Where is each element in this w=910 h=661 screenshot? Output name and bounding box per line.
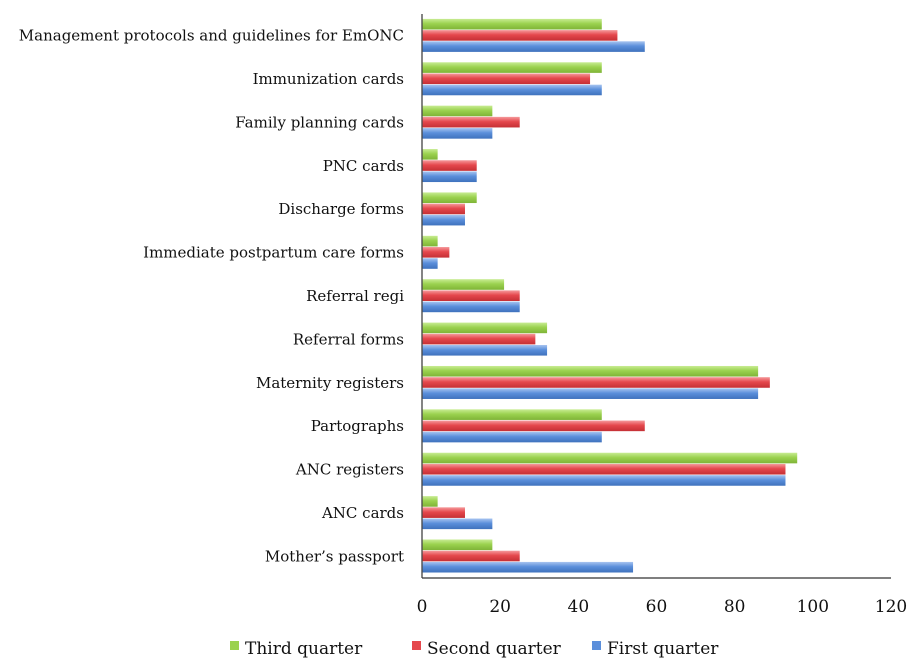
x-tick-label: 100 bbox=[797, 597, 829, 617]
category-label: Referral forms bbox=[293, 330, 404, 348]
bar-first-quarter bbox=[422, 301, 520, 313]
category-label: ANC registers bbox=[295, 461, 404, 479]
bar-third-quarter bbox=[422, 322, 548, 334]
bar-second-quarter bbox=[422, 30, 618, 41]
x-tick-label: 20 bbox=[489, 597, 511, 617]
category-label: Immediate postpartum care forms bbox=[143, 244, 404, 262]
bar-third-quarter bbox=[422, 235, 438, 247]
bar-second-quarter bbox=[422, 463, 786, 475]
category-label: Immunization cards bbox=[253, 70, 404, 88]
bar-third-quarter bbox=[422, 192, 477, 204]
bar-second-quarter bbox=[422, 247, 450, 258]
category-label: Family planning cards bbox=[235, 113, 404, 131]
bar-second-quarter bbox=[422, 507, 465, 518]
legend-label: Third quarter bbox=[245, 639, 363, 659]
category-label: Maternity registers bbox=[256, 374, 404, 392]
bar-second-quarter bbox=[422, 290, 520, 301]
bars-layer bbox=[422, 18, 798, 573]
bar-first-quarter bbox=[422, 561, 634, 573]
bar-third-quarter bbox=[422, 62, 602, 73]
x-tick-label: 120 bbox=[875, 597, 907, 617]
legend: Third quarter Second quarter First quarter bbox=[230, 639, 719, 659]
bar-third-quarter bbox=[422, 279, 505, 290]
bar-second-quarter bbox=[422, 550, 520, 562]
bar-second-quarter bbox=[422, 420, 645, 432]
bar-third-quarter bbox=[422, 496, 438, 507]
category-label: PNC cards bbox=[323, 157, 404, 175]
x-tick-label: 40 bbox=[568, 597, 590, 617]
bar-first-quarter bbox=[422, 41, 645, 52]
x-tick-label: 80 bbox=[724, 597, 746, 617]
bar-first-quarter bbox=[422, 518, 493, 530]
category-label: Management protocols and guidelines for … bbox=[19, 27, 404, 45]
bar-first-quarter bbox=[422, 84, 602, 96]
bar-first-quarter bbox=[422, 128, 493, 139]
category-label: ANC cards bbox=[321, 504, 404, 522]
legend-label: First quarter bbox=[607, 639, 719, 659]
bar-second-quarter bbox=[422, 203, 465, 215]
bar-first-quarter bbox=[422, 388, 759, 399]
category-label: Partographs bbox=[311, 417, 404, 435]
bar-second-quarter bbox=[422, 333, 536, 345]
bar-second-quarter bbox=[422, 377, 770, 388]
bar-first-quarter bbox=[422, 475, 786, 486]
bar-first-quarter bbox=[422, 171, 477, 183]
x-tick-label: 60 bbox=[646, 597, 668, 617]
legend-swatch bbox=[412, 641, 421, 650]
bar-third-quarter bbox=[422, 409, 602, 420]
x-tick-label: 0 bbox=[417, 597, 428, 617]
bar-first-quarter bbox=[422, 431, 602, 443]
category-label: Discharge forms bbox=[278, 200, 404, 218]
bar-first-quarter bbox=[422, 344, 548, 356]
bar-second-quarter bbox=[422, 116, 520, 128]
category-labels: Management protocols and guidelines for … bbox=[19, 27, 404, 566]
bar-first-quarter bbox=[422, 258, 438, 269]
bar-third-quarter bbox=[422, 365, 759, 377]
bar-second-quarter bbox=[422, 160, 477, 171]
category-label: Mother’s passport bbox=[265, 547, 404, 565]
bar-first-quarter bbox=[422, 214, 465, 226]
legend-swatch bbox=[592, 641, 601, 650]
bar-third-quarter bbox=[422, 105, 493, 117]
bar-third-quarter bbox=[422, 18, 602, 30]
bar-third-quarter bbox=[422, 452, 798, 464]
bar-third-quarter bbox=[422, 149, 438, 160]
legend-swatch bbox=[230, 641, 239, 650]
x-tick-labels: 0 20 40 60 80 100 120 bbox=[417, 597, 908, 617]
category-label: Referral regi bbox=[306, 287, 404, 305]
bar-third-quarter bbox=[422, 539, 493, 551]
legend-label: Second quarter bbox=[427, 639, 562, 659]
bar-second-quarter bbox=[422, 73, 591, 85]
